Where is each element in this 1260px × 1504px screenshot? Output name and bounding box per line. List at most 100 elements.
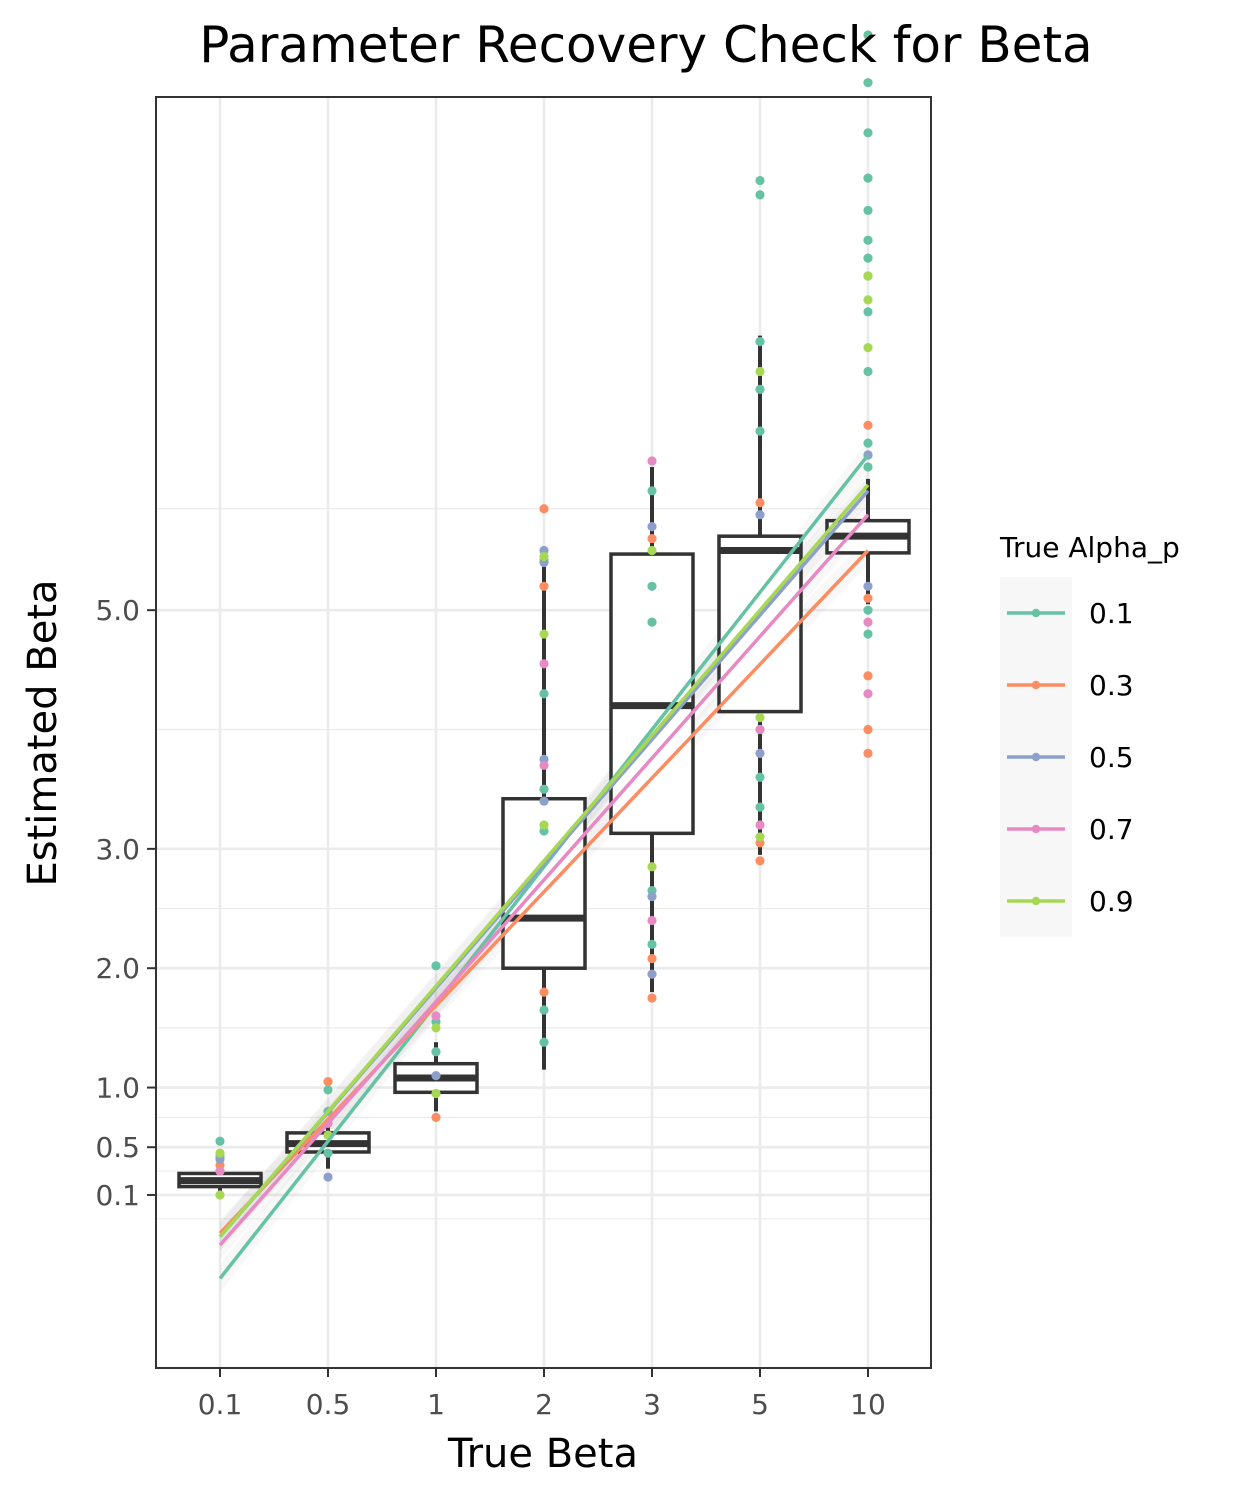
legend-key-point: [1031, 680, 1041, 690]
legend-label: 0.1: [1089, 597, 1134, 630]
data-point: [215, 1190, 225, 1200]
data-point: [863, 462, 873, 472]
data-point: [539, 504, 549, 514]
data-point: [755, 748, 765, 758]
data-point: [863, 420, 873, 430]
data-point: [755, 498, 765, 508]
data-point: [755, 426, 765, 436]
chart-title: Parameter Recovery Check for Beta: [199, 16, 1092, 74]
data-point: [755, 510, 765, 520]
fit-line-0.3: [218, 549, 870, 1235]
fit-line-0.1: [218, 453, 870, 1280]
data-point: [863, 295, 873, 305]
data-point: [431, 1047, 441, 1057]
y-tick-label: 2.0: [95, 952, 140, 985]
data-point: [431, 1011, 441, 1021]
data-point: [755, 190, 765, 200]
x-tick-label: 1: [427, 1388, 445, 1421]
legend: 0.1 0.3 0.5 0.7 0.9: [1000, 577, 1134, 937]
data-point: [863, 128, 873, 138]
boxplot-5: [717, 335, 803, 855]
data-point: [647, 545, 657, 556]
data-point: [539, 820, 549, 830]
legend-label: 0.7: [1089, 813, 1134, 846]
data-point: [215, 1148, 225, 1158]
data-point: [755, 772, 765, 782]
x-tick-label: 3: [643, 1388, 661, 1421]
marks-layer: 0.1 0.5 1.0 2.0 3.0 5.0 0.1 0.5 1 2 3 5 10: [95, 30, 932, 1421]
data-point: [863, 173, 873, 183]
legend-label: 0.9: [1089, 885, 1134, 918]
data-point: [863, 307, 873, 317]
data-point: [647, 533, 657, 544]
y-tick-label: 5.0: [95, 594, 140, 627]
data-point: [539, 1037, 549, 1047]
data-point: [539, 784, 549, 794]
data-point: [755, 832, 765, 842]
data-point: [755, 712, 765, 723]
legend-item: 0.3: [1007, 669, 1134, 702]
legend-item: 0.7: [1007, 813, 1134, 846]
data-point: [323, 1085, 333, 1095]
data-point: [863, 629, 873, 639]
legend-key-point: [1031, 824, 1041, 834]
data-point: [863, 689, 873, 699]
y-tick-label: 0.1: [95, 1179, 140, 1212]
series-points-0.7: [215, 456, 873, 1176]
data-point: [863, 235, 873, 245]
series-points-0.9: [215, 271, 873, 1200]
data-point: [539, 987, 549, 997]
data-point: [863, 271, 873, 281]
data-point: [863, 605, 873, 615]
data-point: [863, 78, 873, 88]
data-point: [539, 1005, 549, 1015]
data-point: [431, 961, 441, 971]
data-point: [323, 1148, 333, 1158]
grid-layer: [156, 97, 931, 1368]
data-point: [863, 343, 873, 353]
data-point: [431, 1088, 441, 1099]
legend-label: 0.5: [1089, 741, 1134, 774]
data-point: [647, 915, 657, 926]
data-point: [323, 1172, 333, 1182]
data-point: [863, 724, 873, 735]
data-point: [863, 748, 873, 758]
data-point: [539, 551, 549, 562]
data-point: [755, 820, 765, 830]
legend-item: 0.9: [1007, 885, 1134, 918]
data-point: [755, 175, 765, 186]
x-tick-label: 0.5: [306, 1388, 351, 1421]
data-point: [647, 862, 657, 872]
data-point: [647, 993, 657, 1003]
legend-item: 0.5: [1007, 741, 1134, 774]
data-point: [647, 891, 657, 902]
data-point: [647, 522, 657, 532]
data-point: [755, 802, 765, 812]
data-point: [647, 939, 657, 949]
data-point: [647, 581, 657, 591]
x-tick-label: 2: [535, 1388, 553, 1421]
y-tick-label: 0.5: [95, 1131, 140, 1164]
legend-title: True Alpha_p: [999, 531, 1180, 564]
data-point: [431, 1071, 441, 1081]
fit-line-0.7: [218, 513, 870, 1247]
data-point: [647, 969, 657, 979]
data-point: [755, 384, 765, 394]
legend-key-point: [1031, 608, 1041, 618]
data-point: [863, 253, 873, 263]
box-iqr: [717, 534, 803, 714]
x-tick-label: 10: [850, 1388, 886, 1421]
data-point: [431, 1112, 441, 1122]
data-point: [647, 486, 657, 496]
data-point: [863, 593, 873, 603]
data-point: [539, 689, 549, 699]
y-tick-label: 3.0: [95, 833, 140, 866]
x-tick-label: 5: [751, 1388, 769, 1421]
data-point: [431, 1023, 441, 1033]
data-point: [215, 1166, 225, 1176]
data-point: [647, 954, 657, 964]
data-point: [863, 205, 873, 215]
fit-line-0.9: [218, 483, 870, 1238]
data-point: [539, 796, 549, 806]
